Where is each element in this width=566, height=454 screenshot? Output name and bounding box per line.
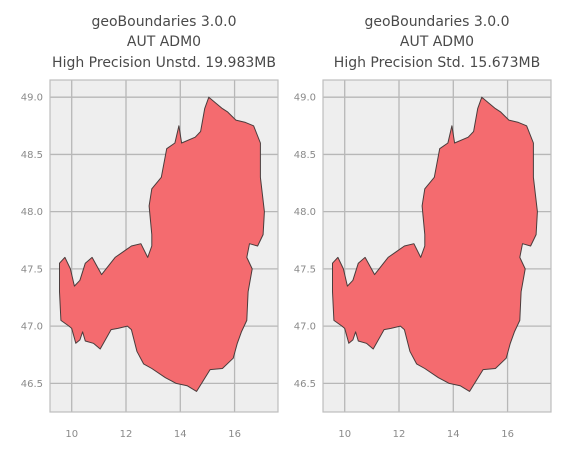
map-panel-unstd: geoBoundaries 3.0.0 AUT ADM0 High Precisio… — [21, 14, 279, 440]
x-tick-label: 14 — [447, 429, 460, 440]
y-tick-label: 46.5 — [294, 379, 316, 390]
plot-frame — [49, 79, 279, 413]
x-tick-label: 10 — [65, 429, 78, 440]
panel-title-line: High Precision Std. 15.673MB — [334, 55, 540, 71]
x-tick-label: 14 — [174, 429, 187, 440]
austria-boundary-polygon — [59, 96, 265, 392]
y-tick-label: 48.5 — [21, 150, 43, 161]
x-tick-label: 12 — [120, 429, 133, 440]
panel-title-line: High Precision Unstd. 19.983MB — [52, 55, 276, 71]
panel-title-line: AUT ADM0 — [400, 34, 474, 50]
y-tick-label: 47.0 — [294, 322, 316, 333]
y-tick-label: 47.5 — [21, 264, 43, 275]
x-tick-label: 10 — [338, 429, 351, 440]
y-tick-label: 48.0 — [294, 207, 316, 218]
y-tick-label: 49.0 — [294, 93, 316, 104]
y-tick-label: 48.0 — [21, 207, 43, 218]
y-tick-label: 49.0 — [21, 93, 43, 104]
y-tick-label: 47.0 — [21, 322, 43, 333]
y-tick-label: 48.5 — [294, 150, 316, 161]
y-tick-label: 47.5 — [294, 264, 316, 275]
panel-title-line: geoBoundaries 3.0.0 — [91, 14, 236, 30]
plot-frame — [322, 79, 552, 413]
y-tick-label: 46.5 — [21, 379, 43, 390]
x-tick-label: 16 — [228, 429, 241, 440]
map-panel-std: geoBoundaries 3.0.0 AUT ADM0 High Precisio… — [294, 14, 552, 440]
panel-title-line: AUT ADM0 — [127, 34, 201, 50]
x-tick-label: 12 — [393, 429, 406, 440]
austria-boundary-polygon — [332, 96, 538, 392]
panel-title-line: geoBoundaries 3.0.0 — [364, 14, 509, 30]
x-tick-label: 16 — [501, 429, 514, 440]
